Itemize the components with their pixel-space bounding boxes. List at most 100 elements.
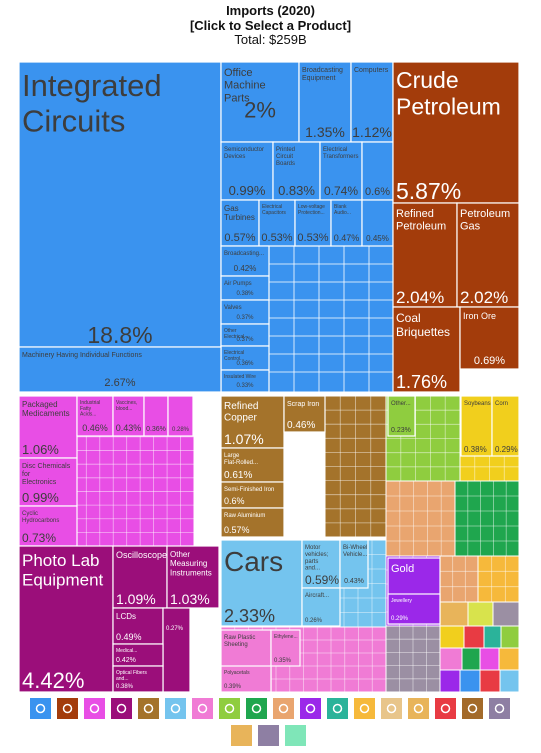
instrument-icon[interactable] — [111, 698, 132, 719]
tile-value: 1.03% — [170, 591, 210, 607]
tile-rect — [456, 202, 520, 308]
machine-icon[interactable] — [30, 698, 51, 719]
treemap-tile[interactable]: Electrical Capacitors 0.53% — [258, 199, 296, 247]
category-area — [385, 480, 456, 557]
treemap-tile[interactable]: Soybeans 0.38% — [460, 395, 493, 457]
treemap-tile[interactable]: Other Measuring Instruments 1.03% — [166, 545, 220, 609]
vegetable-icon[interactable] — [219, 698, 240, 719]
treemap-tile[interactable]: 0.28% — [167, 395, 194, 437]
treemap-tile[interactable]: 0.6% — [361, 141, 394, 201]
treemap-tile[interactable]: Medical... 0.42% — [112, 643, 164, 667]
treemap-tile[interactable]: Iron Ore 0.69% — [459, 306, 520, 370]
legend-swatch — [138, 698, 159, 719]
treemap-tile[interactable]: Ethylene... 0.35% — [270, 629, 301, 667]
treemap-tile[interactable]: Other Electrical...0.37% — [220, 323, 270, 347]
treemap-tile[interactable]: Broadcasting Equipment 1.35% — [298, 61, 352, 143]
stone-icon[interactable] — [273, 698, 294, 719]
shoe-icon[interactable] — [381, 698, 402, 719]
tile-value: 4.42% — [22, 668, 84, 693]
plastic-icon[interactable] — [192, 698, 213, 719]
treemap-tile[interactable]: Other... 0.23% — [387, 395, 416, 437]
treemap-tile[interactable]: Valves 0.37% — [220, 299, 270, 325]
treemap-tile[interactable]: Low-voltage Protection... 0.53% — [294, 199, 332, 247]
animal-icon[interactable] — [246, 698, 267, 719]
fat-icon[interactable] — [258, 725, 279, 746]
treemap-tile[interactable]: Computers 1.12% — [350, 61, 394, 143]
treemap-tile[interactable]: Disc Chemicals for Electronics 0.99% — [18, 457, 78, 507]
treemap-tile[interactable]: Broadcasting... 0.42% — [220, 245, 270, 277]
tile-rect — [76, 395, 114, 437]
treemap-tile[interactable]: Motor vehicles; parts and...0.59% — [301, 539, 341, 589]
treemap-tile[interactable]: Scrap Iron 0.46% — [283, 395, 326, 433]
treemap-tile[interactable]: Petroleum Gas 2.02% — [456, 202, 520, 308]
treemap-tile[interactable]: Industrial Fatty Acids... 0.46% — [76, 395, 114, 437]
chart-title: Imports (2020) — [226, 3, 315, 18]
treemap-tile[interactable]: Gas Turbines 0.57% — [220, 199, 260, 247]
treemap-tile[interactable]: Electrical Control...0.36% — [220, 345, 270, 371]
treemap-tile[interactable]: Vaccines, blood... 0.43% — [112, 395, 145, 437]
treemap-tile[interactable]: Bi-Wheel Vehicle... 0.43% — [339, 539, 369, 589]
foodstuff-icon[interactable] — [354, 698, 375, 719]
treemap-tile[interactable]: Photo Lab Equipment 4.42% — [18, 545, 114, 693]
treemap-tile[interactable]: Large Flat-Rolled... 0.61% — [220, 447, 285, 483]
tile-rect — [220, 447, 285, 483]
vehicle-icon[interactable] — [165, 698, 186, 719]
legend-glyph — [62, 703, 73, 714]
weapon-icon[interactable] — [435, 698, 456, 719]
textile-icon[interactable] — [327, 698, 348, 719]
tile-name: Computers — [354, 67, 389, 74]
legend-swatch — [462, 698, 483, 719]
tile-value: 1.12% — [352, 124, 392, 140]
mineral-icon[interactable] — [57, 698, 78, 719]
treemap-tile[interactable]: Corn 0.29% — [491, 395, 520, 457]
treemap-tile[interactable]: Electrical Transformers 0.74% — [319, 141, 363, 201]
jewel-icon[interactable] — [300, 698, 321, 719]
tile-name: Office Machine Parts — [224, 67, 266, 104]
legend-glyph — [386, 703, 397, 714]
art-icon[interactable] — [489, 698, 510, 719]
treemap-tile[interactable]: Cyclic Hydrocarbons 0.73% — [18, 505, 78, 547]
treemap-tile[interactable]: Semi-Finished Iron 0.6% — [220, 481, 285, 509]
select-product-link[interactable]: [Click to Select a Product] — [189, 18, 352, 33]
metal-icon[interactable] — [138, 698, 159, 719]
tile-value: 0.38% — [236, 291, 254, 297]
treemap-tile[interactable]: Semiconductor Devices 0.99% — [220, 141, 274, 201]
hide-icon[interactable] — [285, 725, 306, 746]
treemap-tile[interactable]: Refined Petroleum 2.04% — [392, 202, 458, 308]
treemap-tile[interactable]: 0.27% — [162, 607, 191, 693]
treemap-tile[interactable]: Polyacetals 0.39% — [220, 665, 272, 693]
treemap-tile[interactable]: Machinery Having Individual Functions 2.6… — [18, 346, 222, 393]
wood-icon[interactable] — [462, 698, 483, 719]
treemap-tile[interactable]: LCDs 0.49% — [112, 607, 164, 645]
treemap-tile[interactable]: Integrated Circuits 18.8% — [18, 61, 222, 348]
legend-glyph — [359, 703, 370, 714]
treemap-tile[interactable]: Raw Aluminium 0.57% — [220, 507, 285, 538]
tile-value: 1.09% — [116, 591, 156, 607]
minor-tile — [459, 669, 481, 693]
treemap-tile[interactable]: Blank Audio... 0.47% — [330, 199, 363, 247]
misc-icon[interactable] — [231, 725, 252, 746]
treemap-tile[interactable]: Refined Copper 1.07% — [220, 395, 285, 449]
legend-swatch — [30, 698, 51, 719]
treemap-tile[interactable]: Insulated Wire 0.33% — [220, 369, 270, 393]
tile-rect — [301, 587, 341, 627]
treemap-tile[interactable]: Printed Circuit Boards 0.83% — [272, 141, 321, 201]
treemap-tile[interactable]: Oscilloscopes 1.09% — [112, 545, 172, 609]
treemap-tile[interactable]: Aircraft... 0.26% — [301, 587, 341, 627]
treemap-tile[interactable]: Jewellery 0.29% — [387, 593, 441, 625]
minor-tile — [439, 625, 465, 649]
treemap-tile[interactable]: Coal Briquettes 1.76% — [392, 306, 461, 393]
tile-value: 0.99% — [229, 183, 266, 198]
treemap-tile[interactable]: Crude Petroleum 5.87% — [392, 61, 520, 204]
paper-icon[interactable] — [408, 698, 429, 719]
tile-name: Raw Aluminium — [224, 513, 265, 519]
tile-value: 1.07% — [224, 431, 264, 447]
treemap-tile[interactable]: Optical Fibers and... 0.38% — [112, 665, 164, 693]
treemap-tile[interactable]: Air Pumps 0.38% — [220, 275, 270, 301]
treemap-tile[interactable]: 0.45% — [361, 199, 394, 247]
treemap-tile[interactable]: Cars 2.33% — [220, 539, 303, 627]
chemical-icon[interactable] — [84, 698, 105, 719]
treemap-tile[interactable]: 0.36% — [143, 395, 169, 437]
treemap-tile[interactable]: Packaged Medicaments 1.06% — [18, 395, 78, 459]
